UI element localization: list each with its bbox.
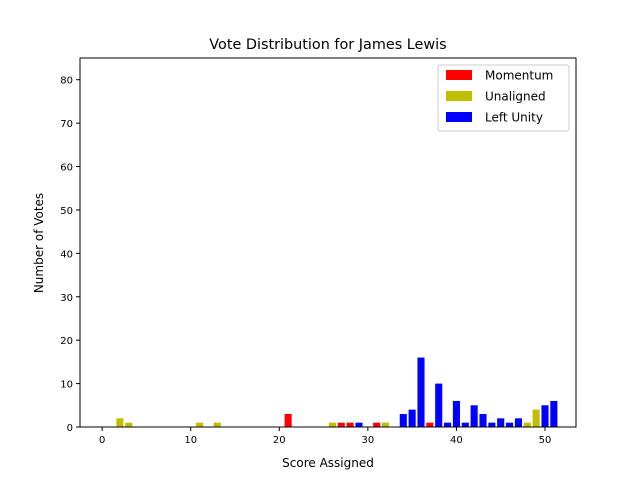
y-tick-label: 30: [60, 293, 73, 304]
bar-left-unity-35: [408, 409, 416, 427]
bar-left-unity-50: [541, 405, 549, 427]
bar-left-unity-40: [452, 400, 460, 427]
bar-left-unity-36: [417, 357, 425, 427]
legend-swatch-momentum: [446, 70, 472, 80]
y-tick-label: 20: [60, 336, 73, 347]
bar-unaligned-32: [382, 422, 390, 427]
legend-label-unaligned: Unaligned: [485, 90, 546, 104]
bar-momentum-28: [346, 422, 354, 427]
x-axis-ticks: 0 10 20 30 40 50: [99, 427, 551, 446]
bar-unaligned-2: [116, 418, 124, 427]
y-tick-label: 10: [60, 380, 73, 391]
bar-unaligned-13: [213, 422, 221, 427]
bar-momentum-27: [337, 422, 345, 427]
plot-frame: [79, 57, 577, 428]
bar-unaligned-26: [328, 422, 336, 427]
bar-left-unity-43: [479, 413, 487, 427]
bar-momentum-31: [373, 422, 381, 427]
bar-left-unity-29: [355, 422, 363, 427]
bar-left-unity-45: [497, 418, 505, 427]
x-tick-label: 50: [539, 435, 552, 446]
x-tick-label: 30: [361, 435, 374, 446]
legend: Momentum Unaligned Left Unity: [437, 64, 570, 132]
legend-swatch-left-unity: [446, 112, 472, 122]
bar-left-unity-44: [488, 422, 496, 427]
y-tick-label: 50: [60, 206, 73, 217]
x-tick-label: 10: [184, 435, 197, 446]
bar-left-unity-46: [506, 422, 514, 427]
y-axis-ticks: 0 10 20 30 40 50 60 70 80: [60, 76, 80, 434]
bar-unaligned-11: [196, 422, 204, 427]
y-tick-label: 0: [67, 423, 73, 434]
bar-momentum-21: [284, 413, 292, 427]
bar-momentum-37: [426, 422, 434, 427]
y-axis-label: Number of Votes: [32, 193, 46, 293]
bar-unaligned-3: [125, 422, 133, 427]
chart-title: Vote Distribution for James Lewis: [209, 37, 446, 53]
bar-left-unity-41: [461, 422, 469, 427]
legend-label-left-unity: Left Unity: [485, 111, 543, 125]
bars-group: [116, 357, 558, 427]
y-tick-label: 60: [60, 163, 73, 174]
x-tick-label: 40: [450, 435, 463, 446]
bar-left-unity-42: [470, 405, 478, 427]
y-tick-label: 40: [60, 249, 73, 260]
x-tick-label: 20: [273, 435, 286, 446]
bar-unaligned-48: [523, 422, 531, 427]
legend-swatch-unaligned: [446, 91, 472, 101]
legend-label-momentum: Momentum: [485, 69, 553, 83]
bar-left-unity-47: [514, 418, 522, 427]
bar-left-unity-34: [399, 413, 407, 427]
bar-left-unity-39: [444, 422, 452, 427]
bar-left-unity-38: [435, 383, 443, 427]
x-tick-label: 0: [99, 435, 105, 446]
y-tick-label: 80: [60, 76, 73, 87]
bar-left-unity-51: [550, 400, 558, 427]
x-axis-label: Score Assigned: [282, 456, 374, 470]
bar-unaligned-49: [532, 409, 540, 427]
y-tick-label: 70: [60, 119, 73, 130]
